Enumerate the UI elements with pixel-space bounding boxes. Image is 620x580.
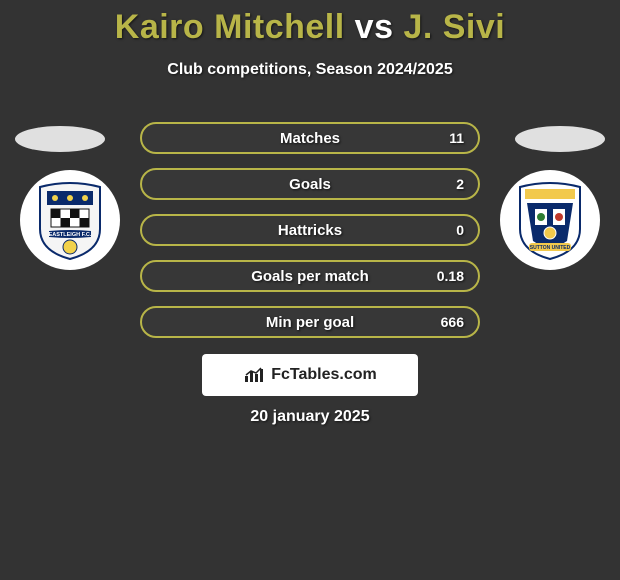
stat-row-hattricks: Hattricks 0 [140,214,480,246]
stat-label: Goals [289,176,331,193]
bar-chart-icon [243,366,265,384]
stat-label: Min per goal [266,314,354,331]
stat-right-value: 0.18 [437,268,464,284]
sutton-united-crest-icon: SUTTON UNITED [515,179,585,261]
stat-right-value: 2 [456,176,464,192]
stat-right-value: 666 [441,314,464,330]
stat-row-goals: Goals 2 [140,168,480,200]
snapshot-date: 20 january 2025 [0,408,620,426]
player1-name: Kairo Mitchell [115,8,345,46]
vs-label: vs [355,8,394,46]
player2-club-crest: SUTTON UNITED [500,170,600,270]
player1-club-crest: EASTLEIGH F.C. [20,170,120,270]
stat-row-goals-per-match: Goals per match 0.18 [140,260,480,292]
watermark: FcTables.com [202,354,418,396]
watermark-text: FcTables.com [271,366,377,384]
stat-label: Goals per match [251,268,369,285]
stat-label: Matches [280,130,340,147]
svg-text:SUTTON UNITED: SUTTON UNITED [530,245,571,251]
comparison-card: Kairo Mitchell vs J. Sivi Club competiti… [0,0,620,440]
stats-list: Matches 11 Goals 2 Hattricks 0 Goals per… [140,122,480,352]
player2-photo-placeholder [515,126,605,152]
subtitle: Club competitions, Season 2024/2025 [0,61,620,79]
stat-right-value: 0 [456,222,464,238]
page-title: Kairo Mitchell vs J. Sivi [0,0,620,47]
svg-text:EASTLEIGH F.C.: EASTLEIGH F.C. [49,232,92,238]
stat-label: Hattricks [278,222,342,239]
stat-right-value: 11 [449,130,464,146]
player1-photo-placeholder [15,126,105,152]
stat-row-matches: Matches 11 [140,122,480,154]
player2-name: J. Sivi [403,8,505,46]
eastleigh-crest-icon: EASTLEIGH F.C. [35,179,105,261]
stat-row-min-per-goal: Min per goal 666 [140,306,480,338]
